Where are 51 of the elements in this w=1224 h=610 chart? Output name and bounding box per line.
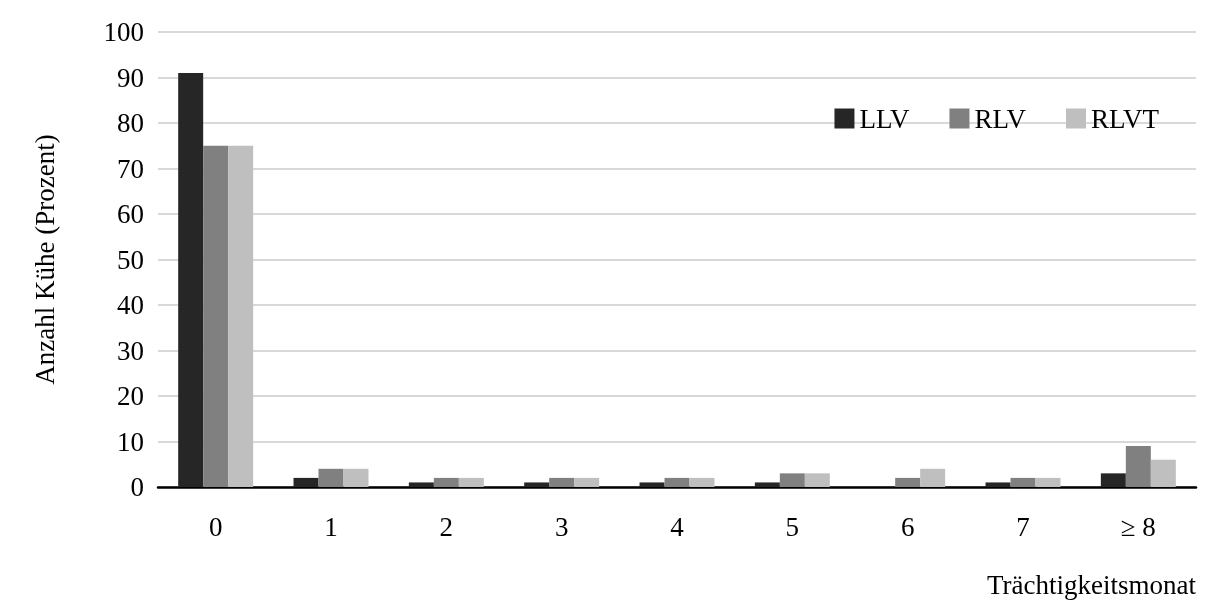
bar <box>754 482 780 487</box>
x-tick-label: 6 <box>900 511 915 542</box>
bar <box>574 477 600 487</box>
bar <box>779 473 805 487</box>
x-tick-label: 5 <box>785 511 800 542</box>
x-axis-title: Trächtigkeitsmonat <box>987 569 1197 600</box>
y-tick-label: 30 <box>117 335 144 366</box>
bar <box>343 468 369 487</box>
y-tick-label: 40 <box>117 290 144 320</box>
bar <box>985 482 1011 487</box>
x-tick-label: ≥ 8 <box>1120 511 1156 542</box>
bar <box>408 482 434 487</box>
x-tick-label: 0 <box>208 511 223 542</box>
bar <box>228 145 254 487</box>
y-tick-label: 90 <box>117 62 144 93</box>
bar <box>433 477 459 487</box>
bar <box>524 482 550 487</box>
bar <box>293 477 319 487</box>
legend-label: RLV <box>974 103 1027 134</box>
y-tick-label: 10 <box>117 426 144 457</box>
x-tick-label: 4 <box>670 511 685 542</box>
bar <box>664 477 690 487</box>
y-tick-label: 50 <box>117 244 144 275</box>
bar <box>895 477 921 487</box>
bar <box>1150 459 1176 487</box>
y-tick-label: 0 <box>130 472 144 502</box>
y-tick-label: 80 <box>117 108 144 138</box>
y-tick-label: 100 <box>103 17 144 47</box>
legend-label: LLV <box>859 103 910 134</box>
x-tick-label: 2 <box>439 511 454 542</box>
bar <box>804 473 830 487</box>
bar <box>549 477 575 487</box>
x-tick-label: 3 <box>554 511 569 542</box>
bar <box>1010 477 1036 487</box>
y-tick-label: 70 <box>117 153 144 184</box>
y-axis-title: Anzahl Kühe (Prozent) <box>29 134 60 385</box>
bar <box>920 468 946 487</box>
legend-label: RLVT <box>1090 103 1160 134</box>
bar <box>1125 446 1151 487</box>
bar <box>689 477 715 487</box>
bar <box>1035 477 1061 487</box>
bar <box>178 72 204 487</box>
y-tick-label: 20 <box>117 381 144 411</box>
y-tick-label: 60 <box>117 199 144 229</box>
bar <box>458 477 484 487</box>
bar <box>318 468 344 487</box>
bar <box>203 145 229 487</box>
x-tick-label: 7 <box>1016 511 1030 542</box>
x-tick-label: 1 <box>324 511 338 542</box>
bar <box>1100 473 1126 487</box>
bar <box>639 482 665 487</box>
